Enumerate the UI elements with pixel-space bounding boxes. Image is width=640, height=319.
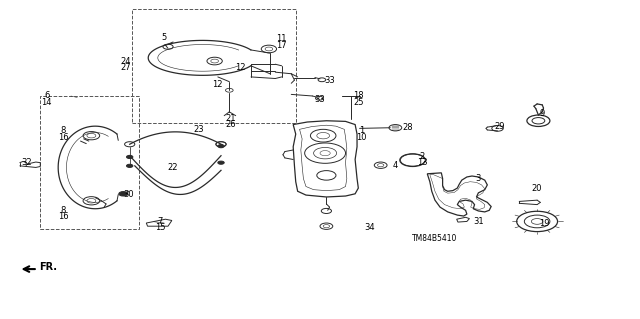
Text: 8: 8 [61, 126, 66, 135]
Bar [40, 96, 140, 229]
Text: TM84B5410: TM84B5410 [412, 234, 458, 243]
Text: 9: 9 [540, 109, 545, 118]
Text: 2: 2 [420, 152, 425, 161]
Text: 14: 14 [42, 98, 52, 107]
Text: 15: 15 [155, 223, 166, 232]
Circle shape [218, 161, 224, 164]
Text: 4: 4 [393, 161, 398, 170]
Text: 16: 16 [58, 212, 68, 221]
Text: 20: 20 [532, 184, 542, 193]
Circle shape [218, 145, 224, 148]
Text: 11: 11 [276, 34, 287, 43]
Text: 26: 26 [225, 120, 236, 129]
Text: 28: 28 [403, 123, 413, 132]
Circle shape [127, 164, 133, 167]
Bar [132, 9, 296, 123]
Text: 18: 18 [353, 92, 364, 100]
Text: 8: 8 [61, 206, 66, 215]
Text: 22: 22 [168, 163, 179, 172]
Text: 31: 31 [473, 217, 484, 226]
Text: 12: 12 [212, 80, 223, 89]
Text: 30: 30 [123, 190, 134, 199]
Text: 29: 29 [495, 122, 506, 131]
Text: 10: 10 [356, 133, 367, 142]
Text: 3: 3 [476, 174, 481, 183]
Text: 27: 27 [120, 63, 131, 72]
Text: 12: 12 [235, 63, 245, 72]
Text: 33: 33 [324, 76, 335, 85]
Text: 5: 5 [161, 33, 166, 42]
Text: FR.: FR. [39, 263, 57, 272]
Circle shape [119, 192, 128, 196]
Text: 7: 7 [157, 217, 163, 226]
Text: 21: 21 [225, 114, 236, 123]
Text: 16: 16 [58, 133, 68, 142]
Text: 34: 34 [365, 223, 375, 232]
Text: 25: 25 [353, 98, 364, 107]
Text: 19: 19 [540, 219, 550, 227]
Text: 13: 13 [417, 158, 428, 167]
Text: 17: 17 [276, 41, 287, 50]
Text: 23: 23 [193, 125, 204, 134]
Text: 33: 33 [315, 95, 325, 104]
Circle shape [127, 155, 133, 159]
Text: 32: 32 [21, 158, 31, 167]
Text: 6: 6 [44, 92, 49, 100]
Text: 1: 1 [359, 126, 364, 135]
Text: 24: 24 [120, 56, 131, 65]
